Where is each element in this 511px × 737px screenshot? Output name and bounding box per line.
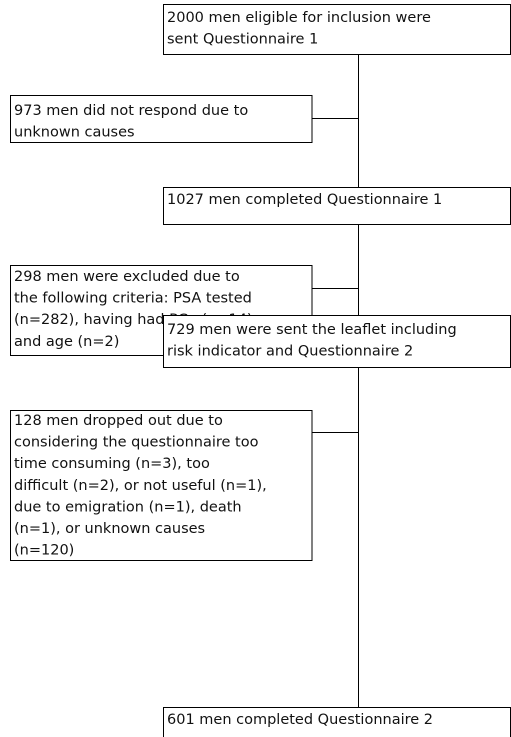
box-text: 128 men dropped out due to <box>14 413 223 429</box>
box-text: time consuming (n=3), too <box>14 456 210 472</box>
box-text: 298 men were excluded due to <box>14 269 240 285</box>
box-text: risk indicator and Questionnaire 2 <box>167 344 413 360</box>
flow-box <box>163 4 511 55</box>
box-text: the following criteria: PSA tested <box>14 291 252 307</box>
flow-box <box>10 95 313 143</box>
box-text: difficult (n=2), or not useful (n=1), <box>14 478 267 494</box>
box-text: 2000 men eligible for inclusion were <box>167 10 431 26</box>
box-text: and age (n=2) <box>14 334 119 350</box>
box-text: 1027 men completed Questionnaire 1 <box>167 192 442 208</box>
box-text: considering the questionnaire too <box>14 435 259 451</box>
box-text: 973 men did not respond due to <box>14 103 248 119</box>
box-text: (n=1), or unknown causes <box>14 521 205 537</box>
box-text: 729 men were sent the leaflet including <box>167 322 457 338</box>
box-text: (n=120) <box>14 543 74 559</box>
flow-box <box>163 707 511 737</box>
box-text: sent Questionnaire 1 <box>167 32 318 48</box>
boxes: 2000 men eligible for inclusion were sent… <box>10 4 511 737</box>
flow-box <box>163 315 511 368</box>
box-text: unknown causes <box>14 125 135 141</box>
flow-box <box>163 187 511 225</box>
box-text: 601 men completed Questionnaire 2 <box>167 712 433 728</box>
flow-box <box>10 410 313 561</box>
box-text: due to emigration (n=1), death <box>14 499 242 515</box>
